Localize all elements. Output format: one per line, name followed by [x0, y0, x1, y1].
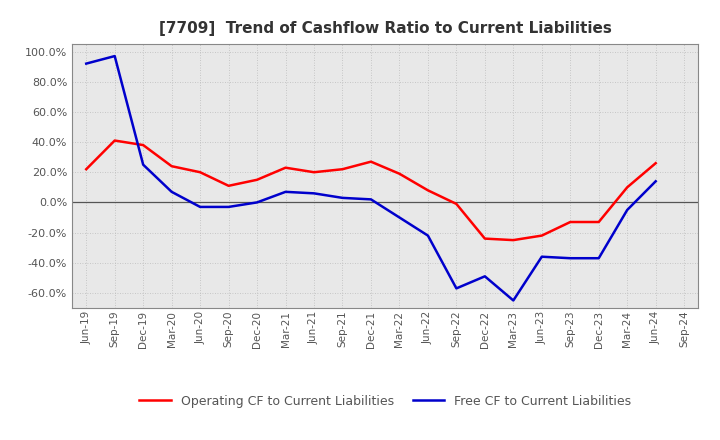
Operating CF to Current Liabilities [623, 185, 631, 190]
Operating CF to Current Liabilities [253, 177, 261, 183]
Free CF to Current Liabilities [480, 274, 489, 279]
Operating CF to Current Liabilities [395, 171, 404, 176]
Operating CF to Current Liabilities [225, 183, 233, 188]
Operating CF to Current Liabilities [566, 220, 575, 225]
Free CF to Current Liabilities [652, 179, 660, 184]
Free CF to Current Liabilities [196, 204, 204, 209]
Operating CF to Current Liabilities [509, 238, 518, 243]
Free CF to Current Liabilities [139, 162, 148, 167]
Free CF to Current Liabilities [395, 215, 404, 220]
Operating CF to Current Liabilities [338, 167, 347, 172]
Operating CF to Current Liabilities [110, 138, 119, 143]
Free CF to Current Liabilities [452, 286, 461, 291]
Operating CF to Current Liabilities [452, 201, 461, 206]
Operating CF to Current Liabilities [537, 233, 546, 238]
Operating CF to Current Liabilities [82, 167, 91, 172]
Free CF to Current Liabilities [423, 233, 432, 238]
Legend: Operating CF to Current Liabilities, Free CF to Current Liabilities: Operating CF to Current Liabilities, Fre… [135, 390, 636, 413]
Free CF to Current Liabilities [282, 189, 290, 194]
Title: [7709]  Trend of Cashflow Ratio to Current Liabilities: [7709] Trend of Cashflow Ratio to Curren… [159, 21, 611, 36]
Operating CF to Current Liabilities [196, 169, 204, 175]
Free CF to Current Liabilities [225, 204, 233, 209]
Free CF to Current Liabilities [595, 256, 603, 261]
Free CF to Current Liabilities [110, 53, 119, 59]
Operating CF to Current Liabilities [652, 161, 660, 166]
Operating CF to Current Liabilities [366, 159, 375, 164]
Operating CF to Current Liabilities [167, 164, 176, 169]
Free CF to Current Liabilities [310, 191, 318, 196]
Free CF to Current Liabilities [253, 200, 261, 205]
Free CF to Current Liabilities [537, 254, 546, 259]
Operating CF to Current Liabilities [282, 165, 290, 170]
Operating CF to Current Liabilities [595, 220, 603, 225]
Free CF to Current Liabilities [167, 189, 176, 194]
Free CF to Current Liabilities [82, 61, 91, 66]
Line: Free CF to Current Liabilities: Free CF to Current Liabilities [86, 56, 656, 301]
Line: Operating CF to Current Liabilities: Operating CF to Current Liabilities [86, 140, 656, 240]
Operating CF to Current Liabilities [423, 188, 432, 193]
Free CF to Current Liabilities [623, 207, 631, 213]
Operating CF to Current Liabilities [139, 143, 148, 148]
Free CF to Current Liabilities [566, 256, 575, 261]
Operating CF to Current Liabilities [480, 236, 489, 241]
Free CF to Current Liabilities [338, 195, 347, 201]
Free CF to Current Liabilities [509, 298, 518, 303]
Free CF to Current Liabilities [366, 197, 375, 202]
Operating CF to Current Liabilities [310, 169, 318, 175]
